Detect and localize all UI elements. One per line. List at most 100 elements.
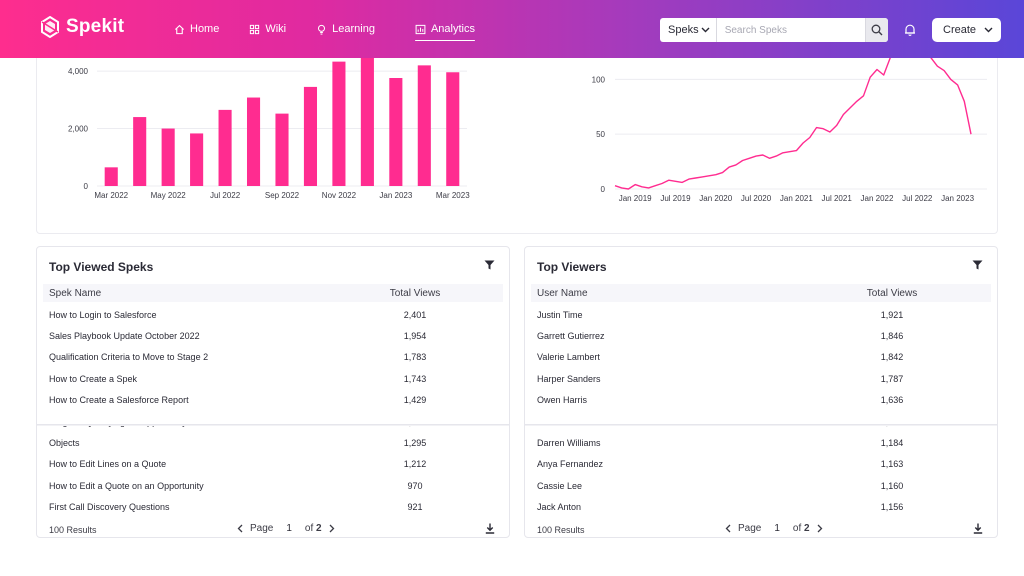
table-row[interactable]: Cassie Lee 1,160 [537,475,985,496]
row-name[interactable]: How to Login to Salesforce [49,309,157,320]
row-name[interactable]: First Call Discovery Questions [49,502,170,513]
spekit-logo-icon [41,16,59,38]
chevron-left-icon[interactable] [237,524,243,533]
table-row[interactable]: Jack Anton 1,156 [537,497,985,518]
chevron-left-icon[interactable] [725,524,731,533]
search-bar: Speks [660,18,888,42]
create-button[interactable]: Create [932,18,1001,42]
bar-jan-2023 [389,78,403,186]
spekit-logo[interactable]: Spekit [40,16,124,38]
x-tick-label: Jan 2020 [699,194,732,203]
page-number-input[interactable]: 1 [774,523,780,534]
filter-icon[interactable] [972,260,983,270]
filter-icon[interactable] [484,260,495,270]
row-name[interactable]: Jack Anton [537,502,582,513]
table-row[interactable]: How to Create a Salesforce Report 1,429 [49,390,497,411]
table-header: Spek Name Total Views [43,284,503,302]
total-pages: 2 [316,523,322,534]
download-icon[interactable] [485,523,495,534]
table-row[interactable]: Owen Harris 1,636 [537,390,985,411]
row-name[interactable]: Darren Williams [537,438,601,449]
grid-icon [250,24,260,34]
row-name[interactable]: Justin Time [537,309,583,320]
x-tick-label: Nov 2022 [322,191,357,200]
x-tick-label: May 2022 [151,191,187,200]
table-row[interactable]: Sales Playbook Update October 2022 1,954 [49,325,497,346]
download-icon[interactable] [973,523,983,534]
brand-name: Spekit [66,16,125,37]
nav-analytics-label: Analytics [430,23,475,35]
row-views: 1,156 [880,502,904,513]
nav-learning[interactable]: Learning [316,0,375,58]
of-label: of [792,523,802,534]
column-header-user-name[interactable]: User Name [537,287,588,299]
chevron-right-icon[interactable] [329,524,335,533]
row-name[interactable]: How to Edit Lines on a Quote [49,459,167,470]
top-navigation-bar: Spekit Home Wiki Learning Analytics Spek… [0,0,1024,58]
table-row[interactable]: Objects 1,295 [49,432,497,453]
table-row[interactable]: Qualification Criteria to Move to Stage … [49,347,497,368]
home-icon [174,24,185,34]
table-row[interactable]: Valerie Lambert 1,842 [537,347,985,368]
viewer-rows: Justin Time 1,921 Garrett Gutierrez 1,846 Va… [537,304,985,518]
column-header-total-views[interactable]: Total Views [389,287,441,299]
table-row[interactable]: Anya Fernandez 1,163 [537,454,985,475]
bar-jun-2022 [190,133,204,186]
x-tick-label: Jul 2020 [741,194,772,203]
table-divider [525,412,997,425]
row-name[interactable]: How to Create a Salesforce Report [49,395,189,406]
row-views: 1,295 [403,438,427,449]
table-row[interactable]: How to Login to Salesforce 2,401 [49,304,497,325]
table-row[interactable]: How to Edit Lines on a Quote 1,212 [49,454,497,475]
column-header-spek-name[interactable]: Spek Name [49,287,102,299]
table-row[interactable]: Justin Time 1,921 [537,304,985,325]
bar-sep-2022 [275,113,289,186]
row-name[interactable]: How to Create a Spek [49,373,138,384]
nav-analytics[interactable]: Analytics [414,0,476,58]
row-name[interactable]: Sales Playbook Update October 2022 [49,331,200,342]
row-views: 1,921 [880,309,904,320]
search-input[interactable] [716,18,865,42]
bar-nov-2022 [332,61,346,187]
bar-mar-2022 [104,167,118,186]
nav-home[interactable]: Home [174,0,219,58]
row-name[interactable]: Cassie Lee [537,480,583,491]
row-name[interactable]: Objects [49,438,80,449]
x-tick-label: Jan 2023 [379,191,412,200]
row-name[interactable]: Garrett Gutierrez [537,331,605,342]
of-label: of [304,523,314,534]
page-number-input[interactable]: 1 [286,523,292,534]
search-scope-select[interactable]: Speks [660,18,717,42]
nav-wiki[interactable]: Wiki [249,0,286,58]
charts-card: 0 2,000 4,000 Mar 2022 May 2022 Jul 2022 Sep 2… [36,40,998,234]
search-button[interactable] [864,18,888,42]
row-name[interactable]: Owen Harris [537,395,588,406]
bell-icon[interactable] [903,23,917,37]
search-scope-label: Speks [668,24,699,36]
x-tick-label: Jul 2021 [822,194,853,203]
row-views: 1,783 [403,352,427,363]
row-name[interactable]: Anya Fernandez [537,459,604,470]
table-row[interactable]: Darren Williams 1,184 [537,432,985,453]
top-viewed-speks-card: Top Viewed Speks Spek Name Total Views H… [36,246,510,538]
row-name[interactable]: Harper Sanders [537,373,601,384]
table-row[interactable]: Harper Sanders 1,787 [537,368,985,389]
y-tick-label: 4,000 [68,67,89,76]
row-name[interactable]: Qualification Criteria to Move to Stage … [49,352,209,363]
table-row[interactable]: Garrett Gutierrez 1,846 [537,325,985,346]
chevron-right-icon[interactable] [817,524,823,533]
create-button-label: Create [943,24,977,36]
x-tick-label: Mar 2022 [94,191,128,200]
row-views: 1,160 [880,480,904,491]
row-name[interactable]: How to Edit a Quote on an Opportunity [49,480,204,491]
table-row[interactable]: First Call Discovery Questions 921 [49,497,497,518]
row-name[interactable]: Valerie Lambert [537,352,600,363]
y-tick-label: 2,000 [68,125,89,134]
column-header-total-views[interactable]: Total Views [866,287,918,299]
row-views: 1,212 [403,459,427,470]
table-row[interactable]: How to Create a Spek 1,743 [49,368,497,389]
nav-wiki-label: Wiki [265,23,287,35]
main-nav: Home Wiki Learning Analytics [174,0,476,58]
row-views: 970 [407,480,423,491]
table-row[interactable]: How to Edit a Quote on an Opportunity 970 [49,475,497,496]
